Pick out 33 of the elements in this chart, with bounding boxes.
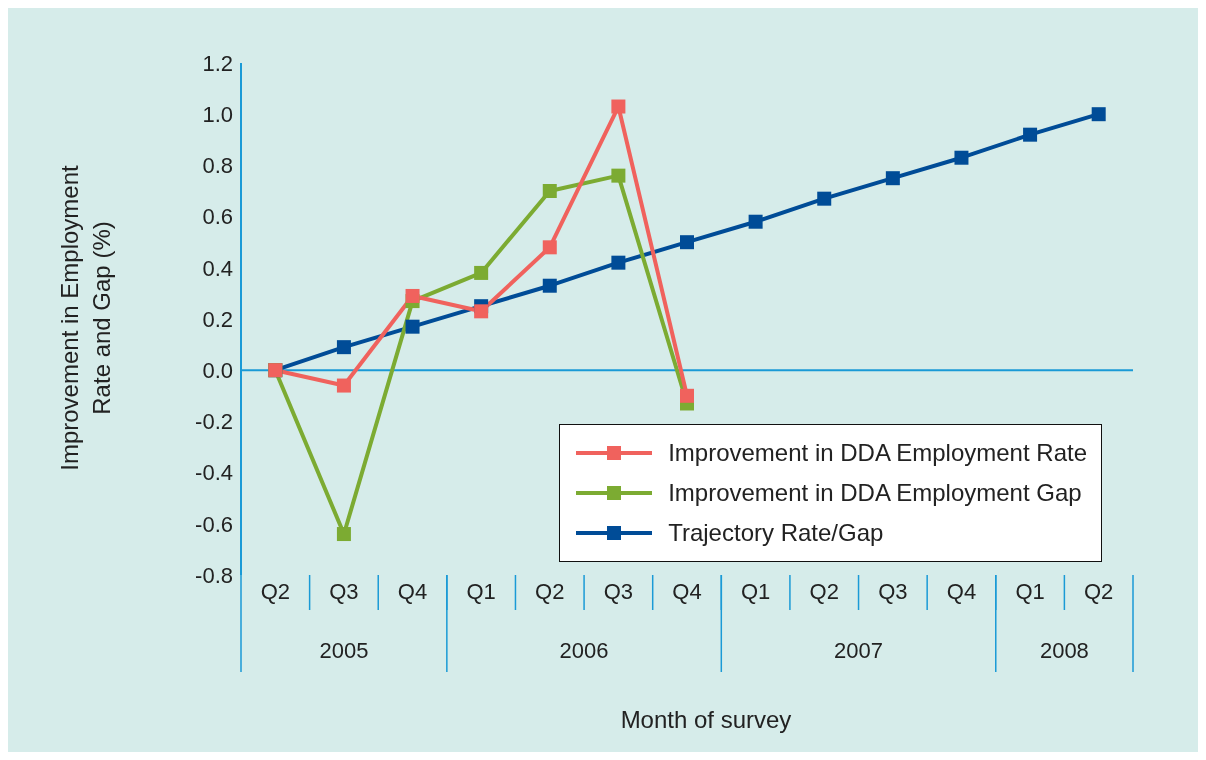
text: 2005: [319, 638, 369, 663]
y-tick-label: -0.8: [195, 562, 233, 588]
y-tick-label: -0.6: [195, 511, 233, 537]
legend-label: Improvement in DDA Employment Gap: [668, 479, 1082, 507]
y-tick-label: -0.2: [195, 409, 233, 435]
y-tick-label: 0.4: [202, 255, 233, 281]
y-tick-label: 0.0: [202, 358, 233, 384]
legend-label: Improvement in DDA Employment Rate: [668, 439, 1087, 467]
y-tick-label: 0.2: [202, 306, 233, 332]
y-tick-label: 1.2: [202, 50, 233, 76]
y-axis-title: Improvement in Employment Rate and Gap (%): [55, 164, 116, 473]
y-tick-label: 1.0: [202, 102, 233, 128]
y-tick-label: 0.6: [202, 204, 233, 230]
x-tick-label: Q2: [535, 578, 565, 604]
text: 2006: [559, 638, 609, 663]
x-tick-label: Q3: [603, 578, 634, 604]
x-axis-title: Month of survey: [620, 706, 792, 733]
y-tick-label: -0.4: [195, 460, 233, 486]
x-tick-label: Q3: [878, 578, 908, 604]
x-tick-label: Q3: [329, 578, 359, 604]
text: 2008: [1039, 638, 1089, 663]
x-tick-label: Q2: [809, 578, 839, 604]
x-tick-label: Q1: [466, 578, 496, 604]
x-tick-label: Q2: [260, 578, 290, 604]
x-tick-label: Q4: [946, 578, 977, 604]
x-tick-label: Q1: [740, 578, 771, 604]
x-tick-label: Q2: [1084, 578, 1114, 604]
x-tick-label: Q4: [397, 578, 428, 604]
y-tick-label: 0.8: [202, 153, 233, 179]
legend-label: Trajectory Rate/Gap: [668, 519, 884, 547]
x-tick-label: Q4: [672, 578, 702, 604]
x-tick-label: Q1: [1015, 578, 1045, 604]
text: 2007: [834, 638, 884, 663]
